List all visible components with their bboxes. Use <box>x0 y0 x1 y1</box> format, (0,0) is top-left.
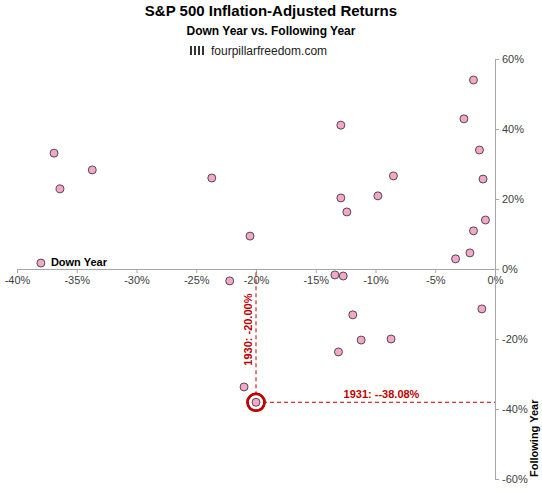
tick-label: -20% <box>502 333 528 345</box>
point <box>343 208 351 216</box>
tick-label: -10% <box>363 274 389 286</box>
tick-label: -40% <box>502 403 528 415</box>
point <box>334 348 342 356</box>
point <box>339 272 347 280</box>
tick-label: -5% <box>426 274 446 286</box>
tick-mark <box>316 269 317 273</box>
x-axis: -40%-35%-30%-25%-20%-15%-10%-5%0% <box>5 269 504 286</box>
tick: -35% <box>64 269 90 286</box>
tick-mark <box>77 269 78 273</box>
point <box>349 311 357 319</box>
tick-label: -35% <box>64 274 90 286</box>
tick-mark <box>495 409 499 410</box>
tick-mark <box>137 269 138 273</box>
logo-bar <box>202 46 204 55</box>
tick: -40% <box>5 269 31 286</box>
tick: -20% <box>244 269 270 286</box>
point <box>252 398 260 406</box>
tick: -40% <box>495 403 528 415</box>
tick-mark <box>435 269 436 273</box>
point <box>56 185 64 193</box>
tick-mark <box>196 269 197 273</box>
point <box>37 259 45 267</box>
tick: -20% <box>495 333 528 345</box>
tick-mark <box>376 269 377 273</box>
tick-label: 20% <box>502 193 524 205</box>
annotation-line <box>256 402 495 403</box>
subtitle: Down Year vs. Following Year <box>187 24 356 38</box>
tick-mark <box>495 199 499 200</box>
tick-mark <box>495 269 499 270</box>
source-logo <box>190 46 204 55</box>
point <box>246 232 254 240</box>
title: S&P 500 Inflation-Adjusted Returns <box>145 2 397 19</box>
chart: S&P 500 Inflation-Adjusted Returns Down Y… <box>0 0 542 493</box>
point <box>481 216 489 224</box>
tick: -5% <box>426 269 446 286</box>
point <box>469 76 477 84</box>
point <box>208 174 216 182</box>
tick-label: 60% <box>502 53 524 65</box>
point <box>337 194 345 202</box>
point <box>331 271 339 279</box>
y-axis: -60% -40% -20% 0% 20% 40% 60% <box>495 53 528 485</box>
tick: 60% <box>495 53 524 65</box>
tick: -30% <box>124 269 150 286</box>
point <box>452 255 460 263</box>
point <box>50 149 58 157</box>
logo-bar <box>194 46 196 55</box>
tick-mark <box>495 339 499 340</box>
plot-area <box>37 76 495 411</box>
point <box>478 305 486 313</box>
tick-label: -30% <box>124 274 150 286</box>
annotation: 1930: -20.00% <box>242 293 254 365</box>
annotation-line <box>256 269 257 402</box>
point <box>387 335 395 343</box>
logo-bar <box>190 46 192 55</box>
point <box>88 166 96 174</box>
annotation: 1931: --38.08% <box>344 388 420 400</box>
tick-label: -25% <box>184 274 210 286</box>
tick-mark <box>17 269 18 273</box>
point <box>469 227 477 235</box>
tick: 20% <box>495 193 524 205</box>
point <box>479 175 487 183</box>
tick-mark <box>495 129 499 130</box>
x-axis-title: Down Year <box>51 256 108 268</box>
tick-mark <box>495 59 499 60</box>
point <box>374 192 382 200</box>
highlight-ring <box>248 394 265 411</box>
logo-bar <box>198 46 200 55</box>
point <box>475 146 483 154</box>
source: fourpillarfreedom.com <box>211 44 327 58</box>
tick-label: -15% <box>303 274 329 286</box>
y-axis-title: Following Year <box>528 399 540 477</box>
point <box>460 115 468 123</box>
point <box>389 172 397 180</box>
point <box>357 336 365 344</box>
tick: 0% <box>495 263 518 275</box>
tick: -10% <box>363 269 389 286</box>
point <box>466 249 474 257</box>
tick: -25% <box>184 269 210 286</box>
tick-label: 0% <box>502 263 518 275</box>
tick-mark <box>495 479 499 480</box>
point <box>226 277 234 285</box>
tick-label: -20% <box>244 274 270 286</box>
point <box>240 383 248 391</box>
tick-label: -40% <box>5 274 31 286</box>
highlight-ring <box>248 394 265 411</box>
tick-label: 40% <box>502 123 524 135</box>
tick: -15% <box>303 269 329 286</box>
tick: 40% <box>495 123 524 135</box>
tick-label: -60% <box>502 473 528 485</box>
point <box>337 121 345 129</box>
tick: -60% <box>495 473 528 485</box>
